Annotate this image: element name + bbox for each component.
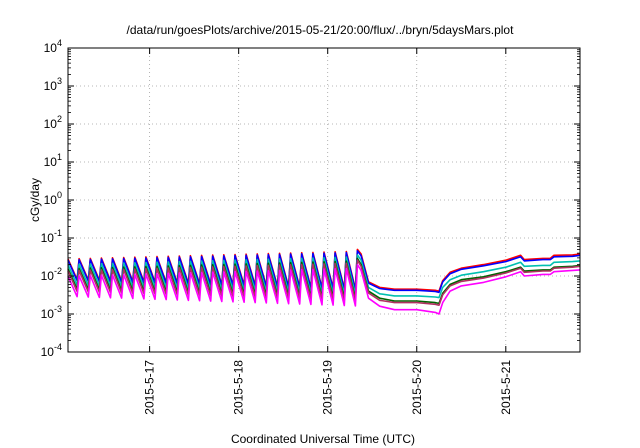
x-tick-labels: 2015-5-17 2015-5-18 2015-5-19 2015-5-20 2015… bbox=[143, 360, 513, 415]
series-layer bbox=[67, 248, 581, 315]
x-tick-label: 2015-5-21 bbox=[499, 360, 513, 415]
x-tick-label: 2015-5-19 bbox=[321, 360, 335, 415]
y-tick-label: 101 bbox=[44, 152, 62, 169]
y-tick-label: 10-4 bbox=[41, 342, 62, 359]
y-tick-label: 104 bbox=[44, 38, 62, 55]
y-tick-label: 102 bbox=[44, 114, 62, 131]
y-tick-label: 10-1 bbox=[41, 228, 62, 245]
x-tick-label: 2015-5-18 bbox=[232, 360, 246, 415]
x-tick-label: 2015-5-20 bbox=[410, 360, 424, 415]
grid-lines bbox=[68, 48, 580, 352]
chart-title: /data/run/goesPlots/archive/2015-05-21/2… bbox=[127, 23, 515, 37]
y-tick-labels: 10-4 10-3 10-2 10-1 100 101 102 103 104 bbox=[41, 38, 62, 359]
y-tick-label: 10-3 bbox=[41, 304, 62, 321]
y-tick-label: 103 bbox=[44, 76, 62, 93]
y-axis-label: cGy/day bbox=[28, 178, 42, 222]
y-tick-label: 10-2 bbox=[41, 266, 62, 283]
series-line-6 bbox=[67, 263, 581, 315]
x-axis-label: Coordinated Universal Time (UTC) bbox=[231, 432, 415, 446]
axis-ticks bbox=[68, 47, 580, 353]
x-tick-label: 2015-5-17 bbox=[143, 360, 157, 415]
y-tick-label: 100 bbox=[44, 190, 62, 207]
